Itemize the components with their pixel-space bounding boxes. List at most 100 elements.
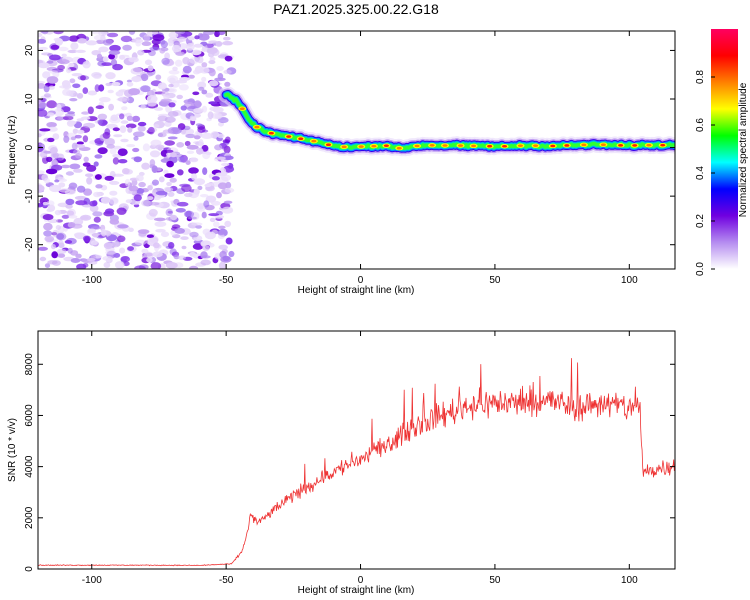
noise-blob bbox=[199, 67, 210, 74]
noise-blob bbox=[225, 136, 231, 143]
noise-blob bbox=[168, 83, 174, 88]
noise-blob bbox=[52, 133, 60, 140]
colorbar-tick-label: 0.0 bbox=[695, 262, 706, 276]
noise-blob bbox=[68, 215, 78, 219]
noise-blob bbox=[171, 224, 181, 229]
noise-blob bbox=[54, 179, 60, 183]
x-tick-label: 50 bbox=[489, 575, 501, 586]
noise-blob bbox=[38, 133, 42, 138]
noise-blob bbox=[105, 250, 117, 255]
noise-blob bbox=[141, 248, 149, 254]
noise-blob bbox=[62, 88, 72, 96]
noise-blob bbox=[96, 53, 103, 59]
noise-blob bbox=[175, 51, 185, 56]
noise-blob bbox=[60, 164, 71, 169]
noise-blob bbox=[197, 55, 204, 64]
x-tick-label: 50 bbox=[489, 275, 501, 286]
noise-blob bbox=[176, 201, 189, 207]
noise-blob bbox=[147, 201, 160, 206]
noise-blob bbox=[109, 197, 119, 205]
noise-blob bbox=[71, 73, 83, 77]
noise-blob bbox=[76, 185, 86, 193]
noise-blob bbox=[55, 232, 67, 241]
noise-blob bbox=[209, 56, 216, 62]
noise-blob bbox=[38, 246, 48, 251]
noise-blob bbox=[57, 202, 69, 208]
noise-blob bbox=[87, 228, 96, 233]
noise-blob bbox=[193, 43, 203, 48]
noise-blob bbox=[222, 41, 234, 46]
x-tick-label: 0 bbox=[358, 275, 364, 286]
noise-blob bbox=[83, 156, 89, 163]
noise-blob bbox=[128, 31, 136, 35]
noise-blob bbox=[134, 239, 147, 246]
y-tick-label: 20 bbox=[24, 44, 35, 56]
noise-blob bbox=[75, 200, 88, 206]
noise-blob bbox=[134, 265, 146, 269]
noise-blob bbox=[105, 208, 115, 214]
ridge-peak-core bbox=[487, 144, 493, 148]
colorbar-tick-label: 0.2 bbox=[695, 214, 706, 228]
noise-blob bbox=[183, 210, 195, 218]
noise-blob bbox=[179, 77, 191, 81]
noise-blob bbox=[107, 32, 119, 38]
noise-blob bbox=[153, 124, 160, 128]
noise-blob bbox=[103, 242, 113, 250]
noise-blob bbox=[176, 94, 183, 100]
noise-blob bbox=[190, 49, 202, 56]
noise-blob bbox=[138, 181, 146, 188]
snr-ticks: -100 -50 0 50 100 0 2000 4000 6000 8000 bbox=[24, 331, 675, 586]
noise-blob bbox=[106, 144, 115, 149]
noise-blob bbox=[38, 109, 48, 117]
noise-blob bbox=[56, 104, 62, 112]
noise-blob bbox=[88, 260, 98, 265]
noise-blob bbox=[83, 122, 96, 129]
noise-blob bbox=[153, 242, 160, 249]
noise-blob bbox=[169, 88, 177, 93]
noise-blob bbox=[135, 40, 142, 47]
noise-blob bbox=[217, 182, 228, 190]
noise-blob bbox=[53, 31, 64, 35]
noise-blob bbox=[191, 222, 203, 226]
noise-blob bbox=[128, 88, 141, 96]
noise-blob bbox=[137, 49, 145, 56]
noise-blob bbox=[178, 84, 189, 91]
noise-blob bbox=[167, 111, 179, 117]
noise-blob bbox=[144, 59, 153, 66]
noise-blob bbox=[188, 167, 199, 174]
noise-blob bbox=[81, 111, 90, 115]
noise-blob bbox=[160, 98, 173, 103]
noise-blob bbox=[205, 92, 214, 98]
noise-blob bbox=[205, 151, 212, 155]
ridge-peak-core bbox=[383, 144, 389, 147]
noise-blob bbox=[133, 131, 145, 137]
noise-blob bbox=[97, 147, 108, 155]
noise-blob bbox=[72, 128, 79, 134]
noise-blob bbox=[202, 167, 208, 176]
noise-blob bbox=[210, 200, 221, 206]
noise-blob bbox=[68, 49, 77, 54]
noise-blob bbox=[218, 225, 226, 229]
noise-blob bbox=[208, 101, 218, 105]
noise-blob bbox=[82, 263, 89, 268]
noise-blob bbox=[163, 169, 169, 175]
noise-blob bbox=[208, 40, 219, 44]
noise-blob bbox=[109, 117, 121, 124]
noise-blob bbox=[114, 261, 125, 269]
noise-blob bbox=[122, 168, 130, 175]
noise-blob bbox=[50, 44, 60, 50]
noise-blob bbox=[117, 96, 130, 103]
noise-blob bbox=[214, 77, 226, 82]
noise-blob bbox=[67, 222, 76, 228]
noise-blob bbox=[209, 106, 218, 112]
noise-blob bbox=[38, 170, 45, 175]
noise-blob bbox=[112, 63, 123, 71]
noise-blob bbox=[38, 184, 45, 193]
noise-blob bbox=[94, 84, 100, 92]
noise-blob bbox=[58, 242, 65, 249]
noise-blob bbox=[49, 147, 58, 154]
noise-blob bbox=[224, 81, 231, 87]
noise-blob bbox=[133, 156, 142, 163]
frequency-ridge bbox=[218, 86, 675, 157]
x-tick-label: -100 bbox=[82, 275, 102, 286]
